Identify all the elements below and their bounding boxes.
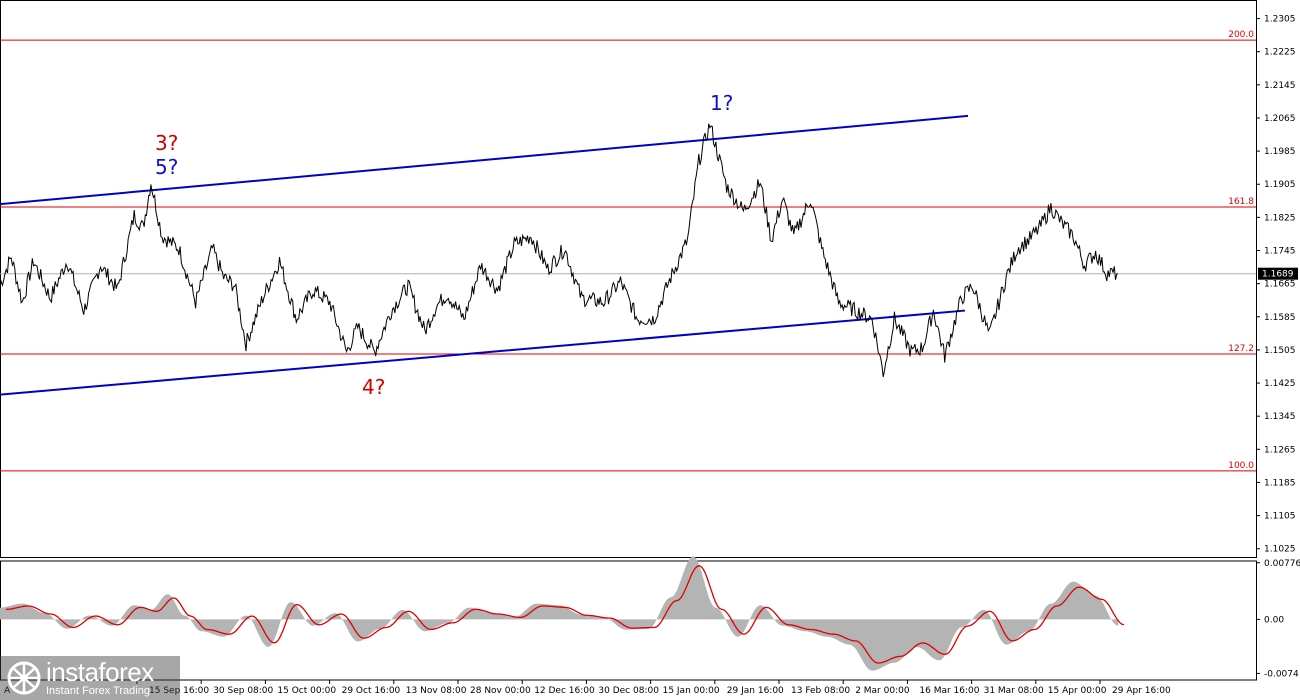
time-tick-label: 28 Nov 00:00: [470, 686, 531, 696]
price-tick-label: 1.1265: [1264, 445, 1296, 455]
oscillator-histogram: [0, 556, 1118, 671]
price-tick-label: 1.1665: [1264, 280, 1296, 290]
logo-globe-icon: [7, 661, 41, 695]
wave-label: 1?: [710, 91, 733, 115]
price-tick-label: 1.1105: [1264, 512, 1296, 522]
fib-level-label: 100.0: [1228, 461, 1254, 471]
price-tick-label: 1.2065: [1264, 114, 1296, 124]
price-tick-label: 1.2225: [1264, 48, 1296, 58]
price-series: [0, 123, 1119, 378]
time-tick-label: 15 Apr 00:00: [1048, 686, 1107, 696]
fib-level-label: 161.8: [1228, 197, 1254, 207]
fib-level-label: 200.0: [1228, 30, 1254, 40]
oscillator-panel-frame: [0, 560, 1257, 681]
time-tick-label: 13 Nov 08:00: [406, 686, 467, 696]
fib-levels: 200.0 161.8 127.2 100.0: [0, 30, 1256, 472]
price-tick-label: 1.1985: [1264, 147, 1296, 157]
wave-label: 5?: [155, 155, 178, 179]
time-tick-label: 29 Apr 16:00: [1112, 686, 1171, 696]
time-tick-label: 31 Mar 08:00: [984, 686, 1044, 696]
channel-lower-line: [0, 309, 966, 396]
time-tick-label: 29 Jan 16:00: [727, 686, 784, 696]
price-tick-label: 1.1025: [1264, 545, 1296, 555]
time-tick-label: 29 Oct 16:00: [342, 686, 401, 696]
osc-tick-label: 0.00776: [1264, 559, 1300, 569]
time-tick-label: 12 Dec 16:00: [534, 686, 595, 696]
price-tick-label: 1.1905: [1264, 180, 1296, 190]
price-line: [0, 123, 1119, 378]
price-panel-frame: [0, 0, 1257, 558]
time-tick-label: 15 Sep 16:00: [149, 686, 209, 696]
time-tick-label: 15 Oct 00:00: [277, 686, 336, 696]
grid-layer: [0, 0, 1257, 681]
logo-name: instaforex: [46, 657, 154, 687]
price-tick-label: 1.1825: [1264, 213, 1296, 223]
time-tick-label: 2 Mar 00:00: [855, 686, 910, 696]
logo-text: instaforex Instant Forex Trading: [46, 659, 154, 697]
trend-channel: [0, 114, 969, 396]
osc-tick-label: 0.00: [1264, 615, 1284, 625]
logo-tagline: Instant Forex Trading: [46, 685, 150, 697]
price-tick-label: 1.1185: [1264, 478, 1296, 488]
price-tick-label: 1.1505: [1264, 346, 1296, 356]
time-tick-label: 30 Dec 08:00: [598, 686, 659, 696]
price-tick-label: 1.2145: [1264, 81, 1296, 91]
price-tick-label: 1.1585: [1264, 313, 1296, 323]
time-tick-label: 30 Sep 08:00: [213, 686, 273, 696]
wave-label: 3?: [155, 131, 178, 155]
price-tick-label: 1.1425: [1264, 379, 1296, 389]
osc-tick-label: -0.0074: [1264, 669, 1299, 679]
wave-label: 4?: [362, 375, 385, 399]
channel-upper-line: [0, 114, 969, 206]
current-price-label: 1.1689: [1262, 270, 1294, 280]
oscillator-signal-line: [6, 565, 1125, 664]
wave-labels: 3?5? 4? 1?: [155, 91, 733, 399]
price-tick-label: 1.1745: [1264, 247, 1296, 257]
time-tick-label: 15 Jan 00:00: [663, 686, 720, 696]
time-tick-label: 13 Feb 08:00: [791, 686, 850, 696]
time-tick-label: A: [4, 686, 11, 696]
time-tick-label: 16 Mar 16:00: [919, 686, 979, 696]
fib-level-label: 127.2: [1228, 344, 1254, 354]
price-tick-label: 1.1345: [1264, 412, 1296, 422]
current-price-tag: [1258, 267, 1298, 280]
axes: 1.2305 1.2225 1.2145 1.2065 1.1985 1.1905 1.18…: [4, 15, 1300, 696]
oscillator-panel: [0, 556, 1125, 671]
price-tick-label: 1.2305: [1264, 15, 1296, 25]
instaforex-logo: instaforex Instant Forex Trading: [0, 656, 180, 700]
